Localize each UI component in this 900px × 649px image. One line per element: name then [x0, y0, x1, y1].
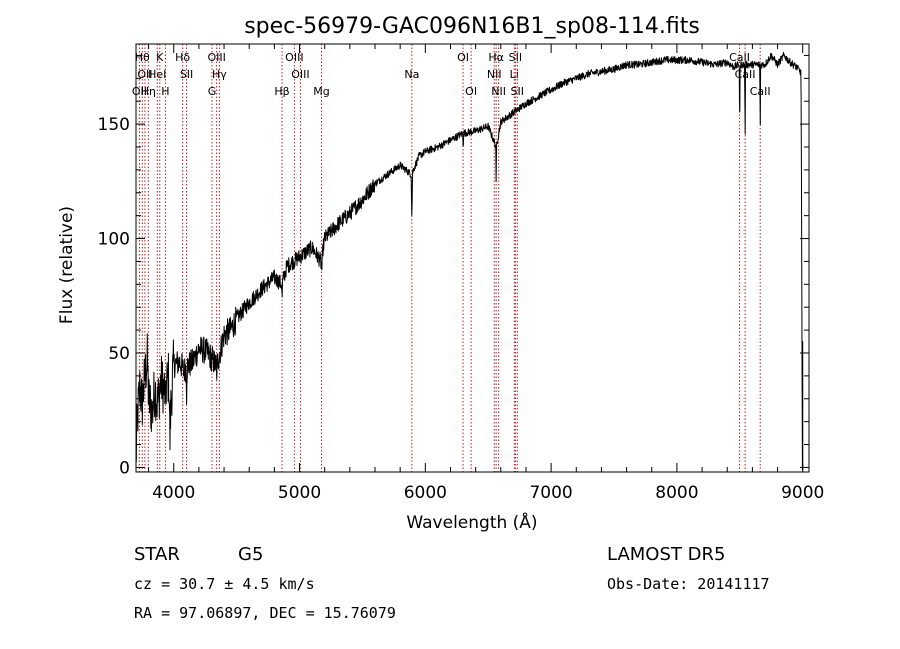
- line-label: HeI: [148, 68, 166, 81]
- y-tick-label: 100: [98, 230, 130, 250]
- x-tick-label: 4000: [152, 483, 195, 503]
- line-label: OIII: [285, 51, 303, 64]
- line-label: NII: [487, 68, 502, 81]
- emission-line-markers: [138, 44, 761, 472]
- line-label: OIII: [207, 51, 225, 64]
- spectrum-series: [135, 51, 804, 471]
- sky-coordinates: RA = 97.06897, DEC = 15.76079: [134, 604, 396, 622]
- x-tick-label: 8000: [655, 483, 698, 503]
- line-label: SII: [180, 68, 193, 81]
- line-label: CaII: [729, 51, 750, 64]
- line-label: Hδ: [175, 51, 190, 64]
- line-label: K: [156, 51, 164, 64]
- line-label: OI: [457, 51, 469, 64]
- axis-ticks: [136, 44, 809, 472]
- chart-title: spec-56979-GAC096N16B1_sp08-114.fits: [244, 14, 700, 39]
- y-axis-label: Flux (relative): [57, 206, 77, 324]
- spectrum-line: [135, 51, 804, 471]
- line-label: OI: [465, 85, 477, 98]
- line-label: SII: [511, 85, 524, 98]
- y-tick-label: 150: [98, 115, 130, 135]
- line-label: Hα: [488, 51, 504, 64]
- survey-name: LAMOST DR5: [607, 544, 725, 565]
- x-tick-label: 9000: [781, 483, 824, 503]
- x-tick-label: 6000: [404, 483, 447, 503]
- x-axis-label: Wavelength (Å): [406, 511, 537, 533]
- line-label: OIII: [291, 68, 309, 81]
- line-label: Mg: [313, 85, 329, 98]
- object-subclass: G5: [238, 544, 263, 565]
- line-label: G: [208, 85, 217, 98]
- line-label: OII: [137, 68, 152, 81]
- y-tick-label: 50: [108, 344, 130, 364]
- line-label: NII: [491, 85, 506, 98]
- line-label: Hη: [141, 85, 156, 98]
- line-label: SII: [509, 51, 522, 64]
- emission-line-labels: OIIHθOIIHηHeIKHHδSIIGOIIIHγHβOIIIOIIIMgN…: [132, 51, 771, 98]
- line-label: Na: [404, 68, 419, 81]
- object-class: STAR: [134, 544, 180, 565]
- line-label: Hβ: [274, 85, 289, 98]
- plot-frame: [135, 43, 810, 473]
- line-label: Hγ: [212, 68, 227, 81]
- observation-date: Obs-Date: 20141117: [607, 575, 770, 593]
- y-tick-label: 0: [119, 458, 130, 478]
- x-tick-label: 5000: [278, 483, 321, 503]
- axis-tick-labels: 4000 5000 6000 7000 8000 9000 0 50 100 150: [98, 115, 825, 503]
- redshift-velocity: cz = 30.7 ± 4.5 km/s: [134, 575, 315, 593]
- line-label: Hθ: [135, 51, 150, 64]
- line-label: H: [161, 85, 169, 98]
- x-tick-label: 7000: [529, 483, 572, 503]
- line-label: Li: [510, 68, 519, 81]
